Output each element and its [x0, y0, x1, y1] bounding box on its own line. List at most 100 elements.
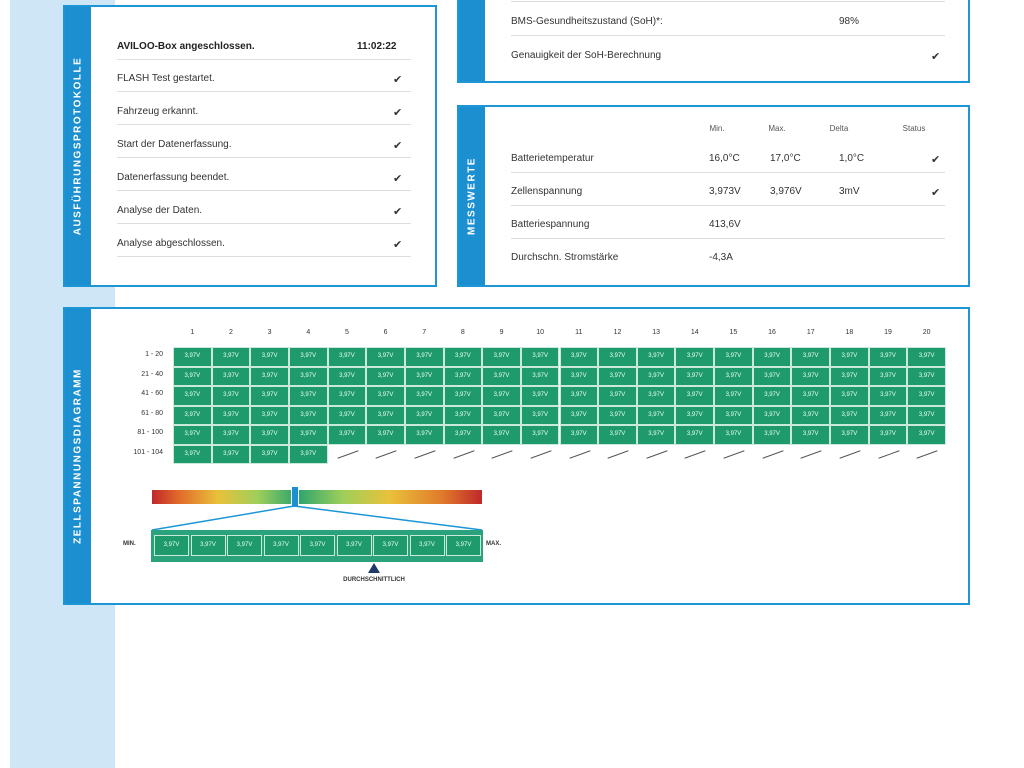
voltage-cell: 3,97V	[288, 444, 328, 464]
voltage-cell: 3,97V	[520, 405, 560, 425]
voltage-cell: 3,97V	[598, 347, 637, 367]
voltage-cell: 3,97V	[327, 386, 367, 406]
column-number: 18	[845, 329, 854, 336]
voltage-cell: 3,97V	[714, 425, 753, 445]
row-label: 61 - 80	[141, 409, 163, 417]
measure-value: 16,0°C	[709, 153, 740, 164]
column-number: 11	[575, 329, 583, 336]
column-number: 1	[190, 329, 195, 336]
zoom-cell: 3,97V	[190, 535, 226, 556]
measure-name: Durchschn. Stromstärke	[511, 252, 619, 263]
voltage-cell: 3,97V	[598, 366, 637, 386]
measure-value: 3,973V	[709, 186, 741, 197]
voltage-cell: 3,97V	[520, 386, 560, 406]
empty-cell-slash	[916, 449, 938, 459]
voltage-cell: 3,97V	[482, 347, 521, 367]
scale-marker	[291, 486, 299, 508]
voltage-cell: 3,97V	[404, 425, 444, 445]
zoom-cell: 3,97V	[409, 535, 445, 556]
voltage-cell: 3,97V	[675, 347, 715, 367]
measure-name: Batteriespannung	[511, 219, 590, 230]
scale-max: MAX.	[486, 541, 501, 547]
column-header: Status	[902, 124, 926, 133]
voltage-cell: 3,97V	[636, 347, 676, 367]
voltage-cell: 3,97V	[288, 366, 328, 386]
voltage-cell: 3,97V	[250, 405, 289, 425]
voltage-cell: 3,97V	[830, 347, 869, 367]
column-number: 9	[499, 329, 504, 336]
voltage-cell: 3,97V	[288, 347, 328, 367]
voltage-cell: 3,97V	[404, 405, 444, 425]
voltage-cell: 3,97V	[830, 366, 869, 386]
status-check: ✔	[393, 206, 403, 218]
column-number: 17	[806, 329, 815, 336]
protocol-panel: AUSFÜHRUNGSPROTOKOLLE AVILOO-Box angeschl…	[63, 5, 437, 287]
soh-label: BMS-Gesundheitszustand (SoH)*:	[511, 16, 663, 27]
voltage-cell: 3,97V	[830, 386, 869, 406]
voltage-cell: 3,97V	[366, 347, 405, 367]
voltage-cell: 3,97V	[288, 386, 328, 406]
voltage-cell: 3,97V	[250, 386, 289, 406]
rule	[117, 59, 411, 60]
voltage-cell: 3,97V	[830, 425, 869, 445]
voltage-cell: 3,97V	[366, 366, 405, 386]
protocol-step: Fahrzeug erkannt.	[117, 106, 199, 117]
voltage-cell: 3,97V	[443, 386, 483, 406]
rule	[117, 190, 411, 191]
voltage-cell: 3,97V	[520, 347, 560, 367]
voltage-cell: 3,97V	[327, 347, 367, 367]
row-label: 41 - 60	[141, 390, 163, 397]
empty-cell-slash	[878, 449, 900, 459]
empty-cell-slash	[684, 449, 706, 459]
panel-label: MESSWERTE	[466, 157, 478, 235]
voltage-cell: 3,97V	[211, 366, 251, 386]
voltage-cell: 3,97V	[211, 444, 251, 464]
zoom-cell: 3,97V	[300, 535, 335, 556]
scale-average: DURCHSCHNITTLICH	[343, 577, 405, 583]
column-number: 20	[922, 329, 931, 336]
protocol-header: AVILOO-Box angeschlossen.	[117, 41, 255, 52]
voltage-cell: 3,97V	[714, 366, 753, 386]
voltage-cell: 3,97V	[520, 366, 560, 386]
column-number: 12	[613, 329, 622, 336]
row-label: 101 - 104	[133, 448, 163, 456]
voltage-cell: 3,97V	[714, 405, 753, 425]
voltage-cell: 3,97V	[907, 425, 946, 445]
voltage-cell: 3,97V	[907, 386, 946, 406]
voltage-cell: 3,97V	[404, 347, 444, 367]
voltage-cell: 3,97V	[868, 425, 908, 445]
soh-label: Genauigkeit der SoH-Berechnung	[511, 50, 662, 61]
column-number: 15	[729, 329, 738, 336]
rule	[511, 172, 945, 173]
voltage-cell: 3,97V	[173, 444, 212, 464]
diagram-panel: ZELLSPANNUNGSDIAGRAMM 1 2 3 4 5 6 7 8 9 10 11 12 13 14…	[63, 307, 970, 605]
measure-name: Zellenspannung	[511, 186, 583, 197]
voltage-cell: 3,97V	[173, 347, 212, 367]
rule	[117, 223, 411, 224]
voltage-cell: 3,97V	[366, 386, 405, 406]
voltage-cell: 3,97V	[868, 405, 908, 425]
voltage-cell: 3,97V	[288, 405, 328, 425]
voltage-cell: 3,97V	[636, 366, 676, 386]
column-number: 5	[344, 329, 349, 336]
voltage-cell: 3,97V	[636, 405, 676, 425]
zoom-cell: 3,97V	[227, 535, 262, 556]
status-check: ✔	[393, 74, 403, 86]
voltage-cell: 3,97V	[791, 366, 831, 386]
voltage-cell: 3,97V	[250, 347, 289, 367]
column-header: Max.	[768, 124, 786, 133]
voltage-cell: 3,97V	[250, 444, 289, 464]
column-number: 13	[652, 329, 661, 336]
voltage-cell: 3,97V	[791, 386, 831, 406]
status-check: ✔	[393, 239, 403, 251]
zoom-lines	[151, 505, 483, 573]
voltage-cell: 3,97V	[288, 425, 328, 445]
voltage-cell: 3,97V	[211, 425, 251, 445]
voltage-cell: 3,97V	[868, 386, 908, 406]
protocol-step: Start der Datenerfassung.	[117, 139, 232, 150]
protocol-time: 11:02:22	[357, 41, 397, 52]
voltage-cell: 3,97V	[559, 405, 599, 425]
voltage-cell: 3,97V	[250, 366, 289, 386]
column-header: Min.	[709, 124, 725, 133]
